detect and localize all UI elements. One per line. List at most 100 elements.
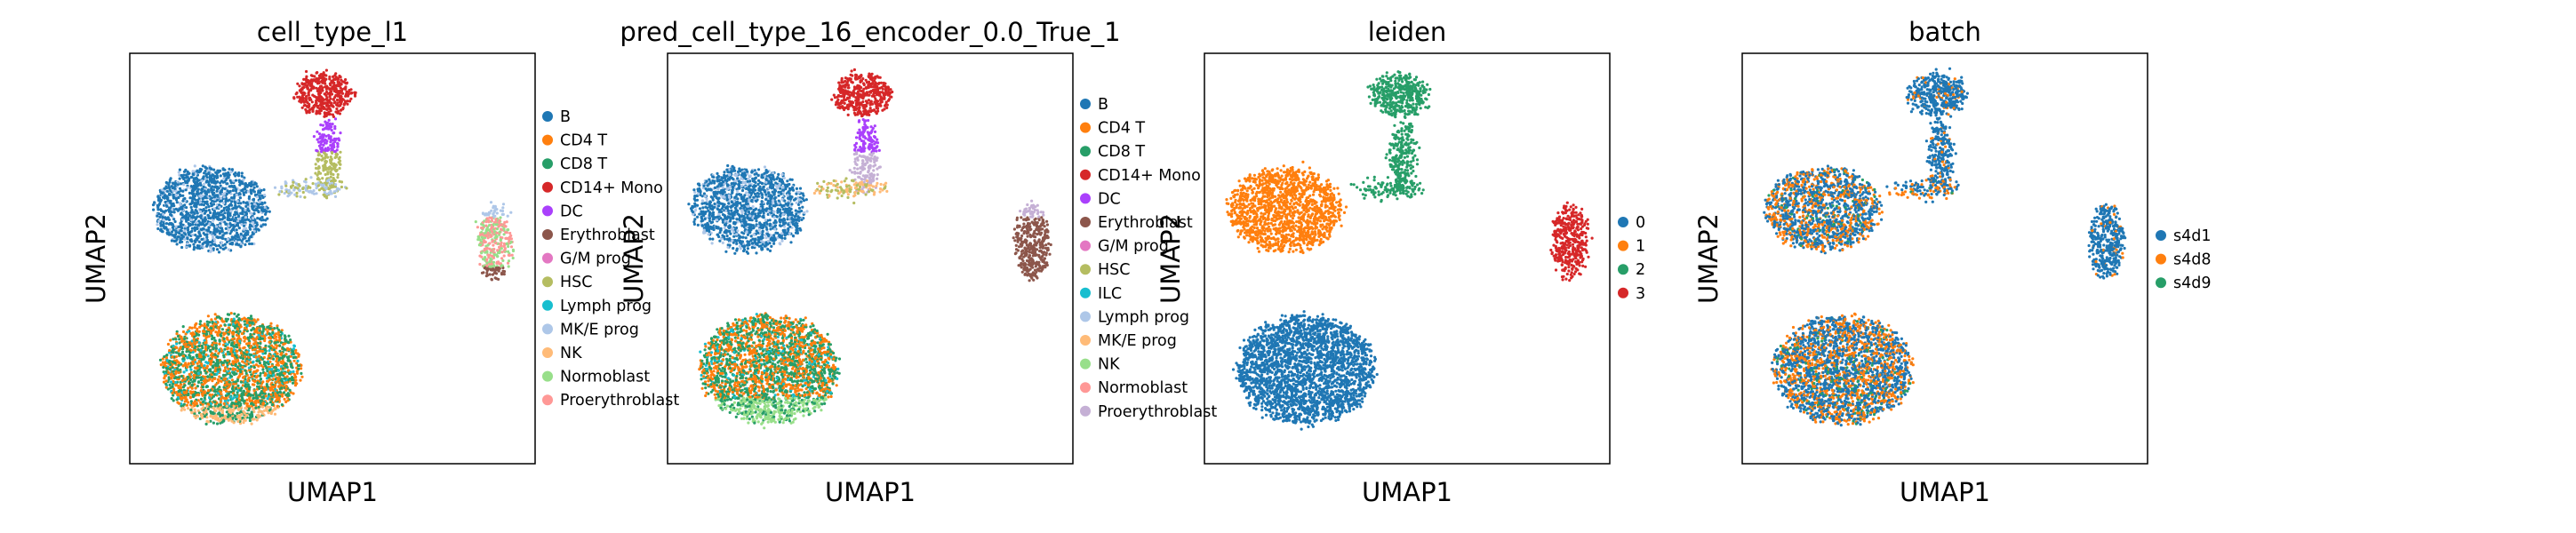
data-point bbox=[180, 246, 183, 249]
data-point bbox=[483, 241, 485, 243]
data-point bbox=[257, 365, 260, 368]
data-point bbox=[224, 332, 227, 335]
data-point bbox=[235, 179, 237, 182]
data-point bbox=[211, 379, 213, 382]
data-point bbox=[187, 407, 189, 410]
data-point bbox=[503, 254, 506, 257]
data-point bbox=[334, 117, 337, 120]
data-point bbox=[324, 147, 327, 150]
data-point bbox=[178, 371, 180, 374]
data-point bbox=[299, 195, 301, 198]
data-point bbox=[268, 211, 271, 213]
data-point bbox=[203, 324, 205, 327]
data-point bbox=[202, 245, 204, 248]
data-point bbox=[191, 327, 194, 330]
data-point bbox=[294, 384, 297, 386]
data-point bbox=[220, 393, 222, 395]
data-point bbox=[313, 106, 316, 108]
data-point bbox=[241, 366, 244, 369]
data-point bbox=[254, 407, 257, 410]
data-point bbox=[185, 211, 188, 213]
data-point bbox=[179, 241, 181, 243]
data-point bbox=[334, 78, 337, 81]
data-point bbox=[193, 374, 196, 377]
data-point bbox=[252, 397, 255, 400]
data-point bbox=[321, 80, 324, 83]
data-point bbox=[249, 419, 252, 422]
data-point bbox=[319, 102, 322, 105]
data-point bbox=[291, 376, 293, 378]
data-point bbox=[268, 327, 271, 330]
data-point bbox=[185, 177, 188, 179]
data-point bbox=[228, 222, 231, 225]
data-point bbox=[166, 197, 169, 200]
data-point bbox=[321, 89, 324, 91]
data-point bbox=[227, 199, 229, 202]
data-point bbox=[297, 368, 300, 370]
data-point bbox=[294, 378, 297, 381]
data-point bbox=[196, 235, 198, 238]
data-point bbox=[238, 227, 241, 229]
data-point bbox=[238, 362, 241, 365]
data-point bbox=[180, 206, 183, 209]
data-point bbox=[180, 211, 182, 214]
data-point bbox=[311, 110, 314, 113]
data-point bbox=[236, 412, 238, 415]
data-point bbox=[199, 211, 202, 213]
data-point bbox=[206, 335, 209, 338]
data-point bbox=[239, 202, 242, 204]
data-point bbox=[487, 213, 490, 216]
data-point bbox=[325, 127, 328, 130]
data-point bbox=[210, 411, 212, 414]
data-point bbox=[224, 345, 227, 347]
data-point bbox=[241, 332, 244, 335]
data-point bbox=[228, 386, 230, 388]
data-point bbox=[246, 394, 249, 397]
data-point bbox=[197, 219, 200, 222]
data-point bbox=[194, 326, 196, 329]
data-point bbox=[205, 420, 208, 423]
data-point bbox=[300, 367, 302, 370]
data-point bbox=[184, 395, 187, 398]
data-point bbox=[195, 217, 197, 219]
data-point bbox=[165, 182, 168, 185]
data-point bbox=[183, 238, 186, 241]
data-point bbox=[223, 338, 226, 340]
data-point bbox=[211, 359, 213, 362]
data-point bbox=[232, 322, 235, 325]
data-point bbox=[156, 215, 158, 218]
data-point bbox=[184, 169, 187, 171]
data-point bbox=[337, 93, 340, 96]
data-point bbox=[181, 216, 184, 219]
data-point bbox=[252, 338, 255, 341]
data-point bbox=[183, 338, 186, 340]
data-point bbox=[252, 224, 255, 227]
data-point bbox=[256, 414, 259, 417]
data-point bbox=[512, 257, 515, 259]
data-point bbox=[196, 332, 198, 335]
data-point bbox=[318, 145, 321, 147]
data-point bbox=[280, 378, 283, 381]
data-point bbox=[491, 278, 493, 281]
data-point bbox=[252, 361, 254, 363]
legend-item-label: B bbox=[560, 108, 571, 126]
data-point bbox=[174, 338, 177, 340]
data-point bbox=[256, 185, 259, 187]
data-point bbox=[168, 181, 171, 184]
data-point bbox=[177, 196, 180, 199]
data-point bbox=[224, 400, 227, 402]
data-point bbox=[204, 354, 207, 356]
data-point bbox=[268, 371, 271, 374]
data-point bbox=[239, 370, 242, 373]
data-point bbox=[229, 395, 232, 398]
data-point bbox=[158, 216, 161, 219]
data-point bbox=[195, 386, 197, 389]
data-point bbox=[222, 202, 225, 204]
data-point bbox=[494, 276, 497, 279]
data-point bbox=[486, 217, 489, 219]
data-point bbox=[214, 410, 217, 412]
data-point bbox=[170, 214, 172, 217]
data-point bbox=[300, 82, 303, 84]
data-point bbox=[261, 412, 264, 415]
data-point bbox=[239, 388, 242, 391]
